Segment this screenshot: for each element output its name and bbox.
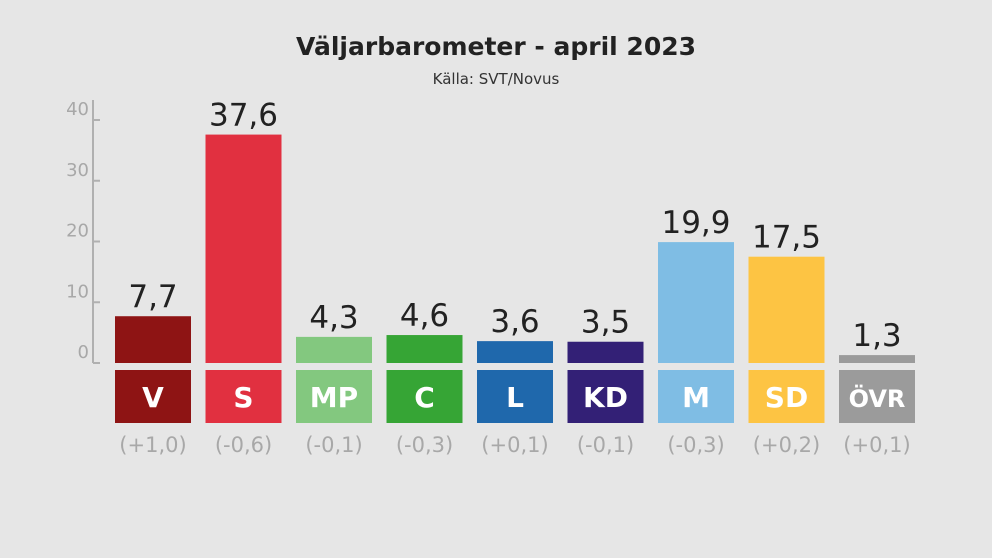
bar-kd [567,341,644,363]
value-label: 7,7 [128,279,177,315]
category-box [477,370,553,423]
chart-title: Väljarbarometer - april 2023 [296,32,696,61]
category-box [567,370,644,423]
bar-v [115,316,191,363]
value-label: 3,5 [581,305,630,341]
change-label: (-0,3) [396,433,453,457]
change-label: (+0,2) [753,433,820,457]
category-box [386,370,463,423]
category-box [839,370,915,423]
category-label: ÖVR [849,383,906,413]
y-tick-label: 20 [66,221,89,242]
y-tick-label: 10 [66,281,89,302]
category-box [296,370,372,423]
category-label: KD [583,381,628,414]
value-label: 4,3 [309,300,358,336]
change-label: (-0,6) [215,433,272,457]
bar-sd [748,256,825,363]
category-label: M [682,381,710,414]
bar-mp [296,336,372,363]
y-tick-label: 0 [78,342,89,363]
change-label: (-0,1) [305,433,362,457]
value-label: 4,6 [400,298,449,334]
category-box [658,370,734,423]
value-label: 17,5 [752,220,821,256]
bar-m [658,242,734,363]
change-label: (-0,3) [667,433,724,457]
category-label: S [233,381,253,414]
value-label: 19,9 [661,205,730,241]
bar-övr [839,355,915,363]
category-label: V [142,381,164,414]
value-label: 1,3 [852,318,901,354]
y-tick-label: 40 [66,99,89,120]
value-label: 37,6 [209,98,278,134]
bar-s [205,134,282,363]
bar-l [477,341,553,363]
change-label: (+1,0) [119,433,186,457]
y-tick-label: 30 [66,160,89,181]
change-label: (+0,1) [481,433,548,457]
bar-c [386,335,463,363]
category-label: SD [765,381,808,414]
category-label: MP [310,381,358,414]
value-label: 3,6 [490,304,539,340]
category-label: C [414,381,435,414]
category-label: L [506,381,524,414]
category-box [748,370,825,423]
chart-subtitle: Källa: SVT/Novus [432,70,560,88]
change-label: (-0,1) [577,433,634,457]
change-label: (+0,1) [843,433,910,457]
category-box [205,370,282,423]
category-box [115,370,191,423]
